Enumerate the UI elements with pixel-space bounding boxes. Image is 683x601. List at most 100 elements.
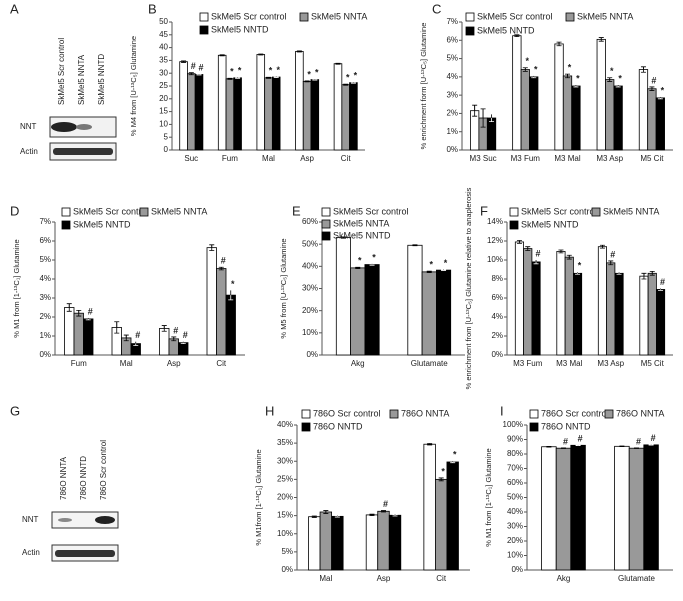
bar [446,461,459,571]
legend-swatch [591,207,601,217]
legend-swatch [529,409,539,419]
legend-swatch [139,207,149,217]
y-axis-label: % enrichment from [U-¹³C₅] Glutamine rel… [464,187,473,389]
lane-label: SkMel5 Scr control [57,38,66,105]
legend-swatch [321,219,331,229]
significance-mark: # [610,249,615,259]
y-tick-label: 2% [446,109,458,118]
x-tick-label: Fum [222,154,238,163]
significance-mark: * [429,260,433,270]
bar [83,318,94,356]
bar [295,51,304,151]
bar [434,478,448,571]
significance-mark: * [346,73,350,83]
blot-band [76,124,92,130]
y-tick-label: 4% [39,274,51,283]
legend-label: SkMel5 Scr control [73,206,149,216]
significance-mark: * [230,67,234,77]
bar [225,78,235,151]
legend-label: SkMel5 Scr control [477,11,553,21]
y-tick-label: 30% [277,456,293,465]
bar [264,77,273,151]
y-tick-label: 10 [159,120,168,129]
x-tick-label: M3 Fum [513,359,543,368]
bar [388,514,402,571]
y-tick-label: 4% [491,312,503,321]
legend-label: SkMel5 Scr control [211,11,287,21]
bar [554,43,564,151]
y-tick-label: 10% [302,328,318,337]
y-tick-label: 0% [446,145,458,154]
significance-mark: * [610,66,614,76]
bar [73,312,84,356]
significance-mark: * [568,62,572,72]
y-axis-label: % M1 from [1-¹³C₁] Glutamine [12,239,21,337]
significance-mark: # [135,330,140,340]
significance-mark: * [276,65,280,75]
panel-letter: B [148,1,157,16]
bar [216,268,227,356]
bar [331,515,344,571]
legend-label: 786O NNTD [313,421,363,431]
lane-label: SkMel5 NNTD [97,54,106,105]
bar [187,73,196,151]
legend-label: SkMel5 NNTA [603,206,659,216]
x-tick-label: Suc [184,154,198,163]
x-tick-label: Akg [557,574,571,583]
bar [486,117,497,151]
bar [605,79,615,151]
legend-swatch [389,409,399,419]
y-tick-label: 20 [159,94,168,103]
y-tick-label: 20% [302,306,318,315]
significance-mark: # [636,436,641,446]
bar [364,264,380,356]
y-tick-label: 45 [159,30,168,39]
x-tick-label: M3 Suc [470,154,497,163]
bar [531,261,541,356]
y-tick-label: 70% [507,464,523,473]
bar [564,256,574,356]
significance-mark: * [315,67,319,77]
bar [168,338,179,356]
significance-mark: * [354,71,358,81]
y-tick-label: 7% [446,17,458,26]
blot-band [53,148,113,155]
blot-band [51,122,77,132]
significance-mark: # [191,61,196,71]
legend-label: SkMel5 NNTD [73,219,131,229]
x-tick-label: Akg [351,359,365,368]
y-tick-label: 3% [446,90,458,99]
significance-mark: # [536,248,541,258]
legend-swatch [301,409,311,419]
y-tick-label: 50 [159,17,168,26]
bar [556,251,566,356]
x-tick-label: M3 Fum [511,154,541,163]
legend-swatch [604,409,614,419]
significance-mark: # [651,75,656,85]
legend-label: 786O Scr control [313,408,381,418]
bar [470,110,480,151]
significance-mark: # [199,62,204,72]
bar [512,35,522,151]
bar [350,267,366,356]
x-tick-label: Mal [120,359,133,368]
significance-mark: # [660,277,665,287]
significance-mark: * [372,252,376,262]
significance-mark: * [526,56,530,66]
panel-letter: D [10,203,19,218]
legend-swatch [529,422,539,432]
panel-letter: G [10,403,20,418]
y-tick-label: 12% [487,236,503,245]
y-tick-label: 6% [39,236,51,245]
row-label: NNT [20,122,37,131]
bar [614,272,624,356]
y-tick-label: 1% [39,331,51,340]
y-tick-label: 7% [39,217,51,226]
bar [319,511,333,571]
legend-label: SkMel5 NNTA [311,11,367,21]
bar [628,447,645,571]
x-tick-label: Asp [377,574,391,583]
legend-swatch [321,207,331,217]
lane-label: 786O NNTA [59,456,68,500]
significance-mark: * [661,85,665,95]
